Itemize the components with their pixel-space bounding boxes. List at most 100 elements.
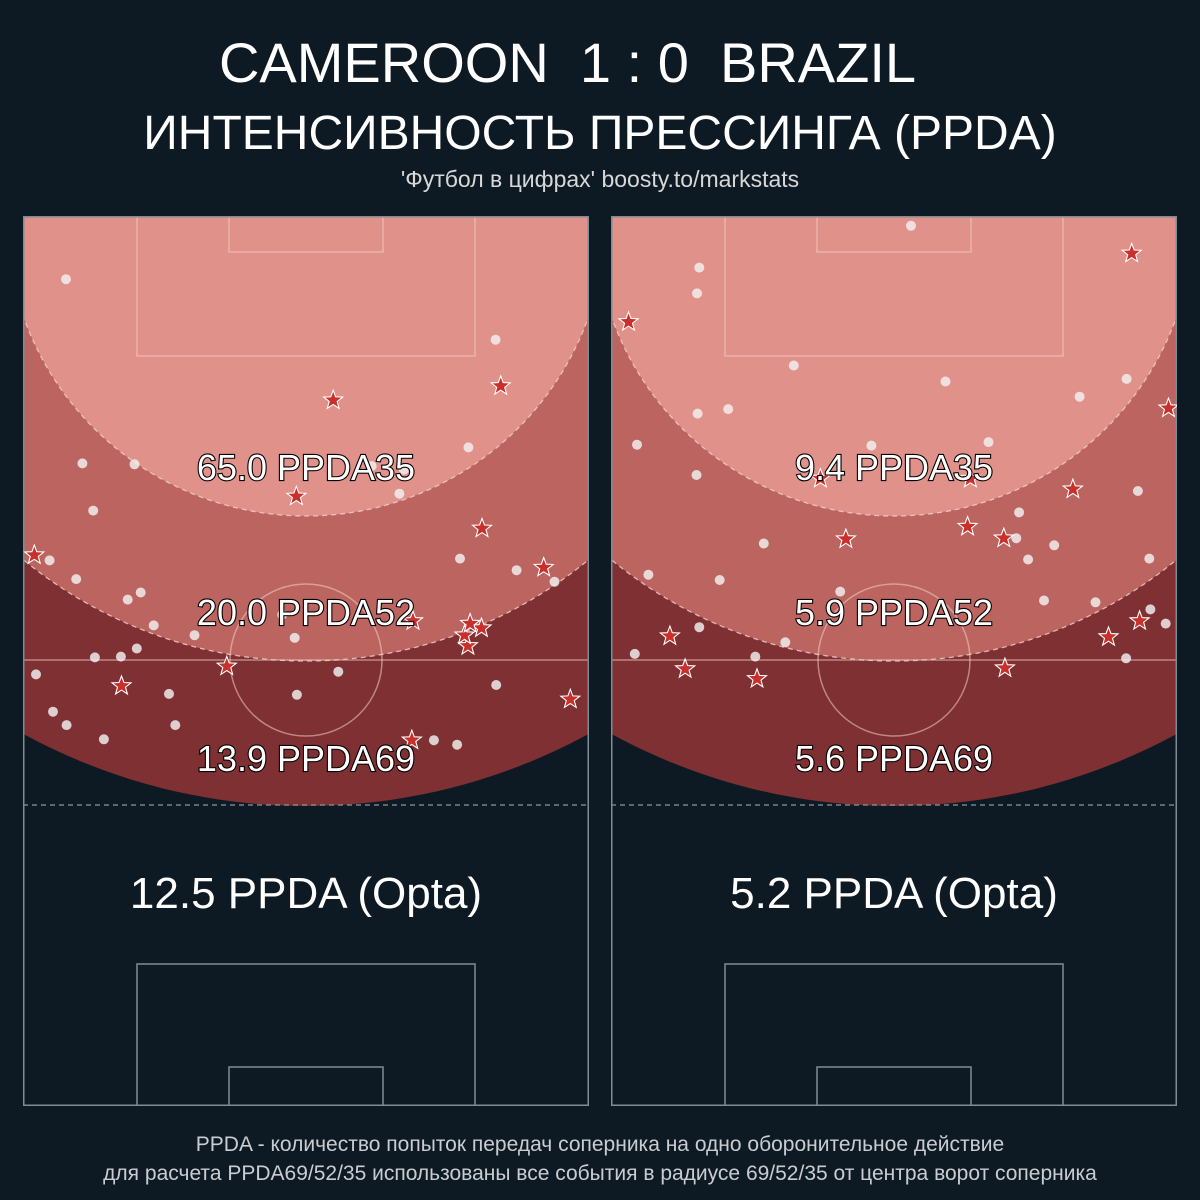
defensive-action-dot <box>277 609 288 620</box>
center-circle <box>817 583 971 737</box>
successful-action-star <box>1157 396 1177 418</box>
pressing-zones <box>23 216 589 806</box>
defensive-action-dot <box>1014 507 1025 518</box>
defensive-action-dot <box>714 575 725 585</box>
pitch-cameroon: 65.0 PPDA35 20.0 PPDA52 13.9 PPDA69 12.5… <box>23 216 589 1106</box>
defensive-action-dot <box>1090 597 1101 608</box>
zone-35 <box>611 216 1177 516</box>
defensive-action-dot <box>71 574 82 585</box>
successful-action-star <box>489 374 512 396</box>
defensive-action-dot <box>490 334 501 345</box>
successful-action-star <box>809 467 832 488</box>
goal-area-top <box>228 216 384 253</box>
defensive-actions <box>629 220 1171 664</box>
pitch-markings <box>611 216 1177 737</box>
successful-action-star <box>285 484 308 506</box>
defensive-action-dot <box>88 505 99 516</box>
successful-action-star <box>1097 625 1120 647</box>
defensive-action-dot <box>135 587 146 598</box>
defensive-action-dot <box>1074 391 1085 402</box>
defensive-action-dot <box>1145 604 1156 615</box>
successful-action-star <box>746 667 768 689</box>
successful-action-star <box>400 728 423 750</box>
defensive-action-dot <box>131 643 142 654</box>
defensive-action-dot <box>452 739 463 750</box>
successful-action-star <box>674 657 697 679</box>
successful-action-star <box>456 634 479 656</box>
defensive-action-dot <box>750 651 761 662</box>
successful-action-star <box>956 515 979 536</box>
defensive-action-dot <box>129 459 140 470</box>
defensive-action-dot <box>511 565 522 576</box>
ppda52-label: 5.9 PPDA52 <box>795 592 993 633</box>
successful-action-star <box>993 656 1016 678</box>
defensive-action-dot <box>463 442 474 453</box>
defensive-action-dot <box>44 555 55 566</box>
successful-action-star <box>992 526 1015 548</box>
ppda35-label: 9.4 PPDA35 <box>795 447 993 488</box>
successful-action-star <box>471 516 493 538</box>
defensive-action-dot <box>691 470 702 480</box>
penalty-area-bottom <box>724 963 1064 1106</box>
defensive-action-dot <box>723 404 734 415</box>
successful-action-star <box>658 624 681 646</box>
successful-action-star <box>1061 477 1084 499</box>
zone-35 <box>23 216 589 516</box>
footnote-line-1: PPDA - количество попыток передач соперн… <box>195 1133 1005 1156</box>
defensive-action-dot <box>866 440 877 451</box>
successful-action-star <box>834 527 857 549</box>
defensive-action-dot <box>122 594 133 605</box>
defensive-action-dot <box>629 648 640 659</box>
successful-action-star <box>401 609 425 631</box>
defensive-action-dot <box>632 439 642 450</box>
successful-action-star <box>617 310 640 332</box>
defensive-action-dot <box>189 630 200 641</box>
defensive-action-dot <box>940 376 951 387</box>
defensive-action-dot <box>692 408 703 419</box>
chart-subtitle: 'Футбол в цифрах' boosty.to/markstats <box>400 166 800 192</box>
successful-action-star <box>459 612 482 633</box>
successful-action-star <box>110 674 133 696</box>
defensive-action-dot <box>428 735 439 746</box>
center-circle <box>229 583 383 737</box>
successful-action-star <box>215 654 238 676</box>
defensive-action-dot <box>491 680 502 690</box>
goal-area-bottom <box>816 1066 972 1106</box>
defensive-actions <box>31 274 560 750</box>
goal-area-bottom <box>228 1066 384 1106</box>
defensive-action-dot <box>115 651 126 662</box>
successful-action-star <box>453 623 476 645</box>
successful-action-star <box>959 467 982 488</box>
successful-action-star <box>1128 609 1151 631</box>
successful-action-star <box>559 687 582 709</box>
defensive-action-dot <box>291 689 302 700</box>
footnotes: PPDA - количество попыток передач соперн… <box>0 1130 1200 1188</box>
defensive-action-dot <box>148 620 159 631</box>
pitch-outline <box>611 216 1177 1106</box>
successful-action-star <box>1120 241 1143 263</box>
opta-ppda-label: 5.2 PPDA (Opta) <box>730 869 1058 918</box>
successful-actions <box>617 241 1177 689</box>
footnote-line-2: для расчета PPDA69/52/35 использованы вс… <box>103 1162 1097 1185</box>
pitch-markings <box>23 216 589 737</box>
defensive-action-dot <box>455 553 465 564</box>
defensive-action-dot <box>1049 540 1060 551</box>
defensive-action-dot <box>643 569 654 580</box>
defensive-action-dot <box>549 576 560 587</box>
match-title: CAMEROON 1 : 0 BRAZIL <box>218 31 917 94</box>
defensive-action-dot <box>366 461 377 472</box>
defensive-action-dot <box>788 360 799 371</box>
defensive-action-dot <box>1011 533 1022 544</box>
defensive-action-dot <box>906 220 916 231</box>
defensive-action-dot <box>1023 554 1034 565</box>
opta-ppda-label: 12.5 PPDA (Opta) <box>130 869 482 918</box>
defensive-action-dot <box>1121 373 1132 384</box>
defensive-action-dot <box>835 586 846 597</box>
pitch-markings-bottom <box>724 963 1064 1106</box>
defensive-action-dot <box>694 622 705 633</box>
successful-action-star <box>322 388 345 410</box>
defensive-action-dot <box>61 274 71 285</box>
defensive-action-dot <box>758 538 769 549</box>
pitch-outline <box>23 216 589 1106</box>
defensive-action-dot <box>77 458 88 469</box>
